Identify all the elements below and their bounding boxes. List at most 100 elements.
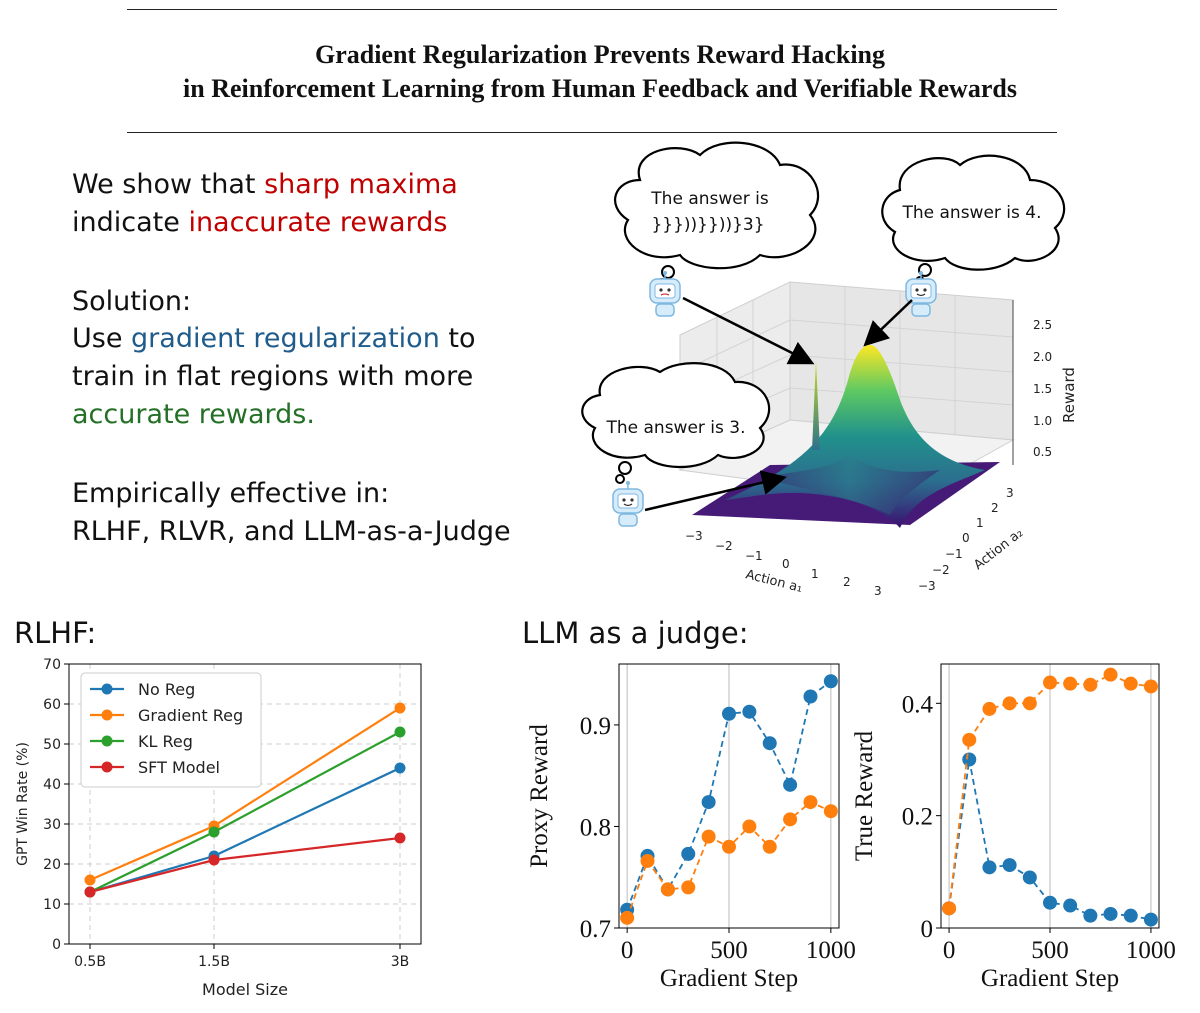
proxy-y-axis-label: Proxy Reward xyxy=(526,724,553,868)
proxy-y-tick-label: 0.9 xyxy=(580,713,611,740)
true-data-point xyxy=(962,732,977,747)
rlhf-y-axis-label: GPT Win Rate (%) xyxy=(15,742,31,866)
rlhf-y-tick-label: 0 xyxy=(52,937,61,953)
proxy-data-point xyxy=(803,689,818,704)
true-data-point xyxy=(982,860,997,875)
true-data-point xyxy=(1103,667,1118,682)
rlhf-data-point xyxy=(84,886,96,898)
claim-text: Use xyxy=(72,323,132,354)
true-data-point xyxy=(1123,676,1138,691)
proxy-data-point xyxy=(681,880,696,895)
rlhf-data-point xyxy=(394,702,406,714)
rlhf-y-tick-label: 60 xyxy=(43,697,61,713)
title-bottom-rule xyxy=(127,132,1057,133)
true-data-point xyxy=(1083,908,1098,923)
claim-sharp-maxima: sharp maxima xyxy=(264,169,458,200)
true-data-point xyxy=(1143,912,1158,927)
true-series-line-no-reg xyxy=(948,759,1152,921)
claim-accurate-rewards: accurate rewards. xyxy=(72,399,315,430)
rlhf-legend-label: SFT Model xyxy=(138,758,220,777)
proxy-data-point xyxy=(823,674,838,689)
empirical-label: Empirically effective in: xyxy=(72,478,390,509)
rlhf-data-point xyxy=(394,832,406,844)
proxy-y-tick-label: 0.7 xyxy=(580,916,611,943)
true-data-point xyxy=(1103,906,1118,921)
claim-line-2: indicate inaccurate rewards xyxy=(72,204,447,242)
proxy-data-point xyxy=(640,853,655,868)
title-line-1: Gradient Regularization Prevents Reward … xyxy=(314,40,886,69)
true-data-point xyxy=(962,752,977,767)
proxy-data-point xyxy=(783,812,798,827)
proxy-data-point xyxy=(701,829,716,844)
true-data-point xyxy=(1043,675,1057,690)
claim-text: indicate xyxy=(72,207,189,238)
true-data-point xyxy=(982,701,997,716)
proxy-data-point xyxy=(701,795,716,810)
proxy-data-point xyxy=(823,804,838,819)
proxy-data-point xyxy=(722,706,736,721)
solution-label: Solution: xyxy=(72,286,192,317)
rlhf-legend-marker xyxy=(101,735,113,747)
true-plot-frame xyxy=(940,663,1160,929)
true-data-point xyxy=(1002,696,1017,711)
rlhf-x-tick-label: 1.5B xyxy=(198,954,230,970)
rlhf-legend-marker xyxy=(101,709,113,721)
proxy-x-axis-label: Gradient Step xyxy=(660,965,798,992)
true-series-line-gradient-reg xyxy=(948,673,1152,909)
true-x-tick-label: 1000 xyxy=(1126,937,1176,964)
proxy-data-point xyxy=(681,846,696,861)
proxy-y-tick-label: 0.8 xyxy=(580,814,611,841)
empirical-list: RLHF, RLVR, and LLM-as-a-Judge xyxy=(72,516,511,547)
solution-line-1: Use gradient regularization to xyxy=(72,320,476,358)
proxy-data-point xyxy=(762,736,777,751)
rlhf-legend-label: No Reg xyxy=(138,680,195,699)
true-data-point xyxy=(1063,676,1078,691)
proxy-plot-frame xyxy=(618,663,840,929)
rlhf-data-point xyxy=(208,854,220,866)
true-data-point xyxy=(1123,908,1138,923)
rlhf-y-tick-label: 70 xyxy=(43,657,61,673)
title-line-2: in Reinforcement Learning from Human Fee… xyxy=(183,74,1017,103)
rlhf-legend-label: Gradient Reg xyxy=(138,706,243,725)
rlhf-y-tick-label: 50 xyxy=(43,737,61,753)
solution-line-2: train in flat regions with more xyxy=(72,361,474,392)
rlhf-data-point xyxy=(84,874,96,886)
proxy-data-point xyxy=(742,819,757,834)
section-rlhf: RLHF: xyxy=(14,616,97,650)
claim-inaccurate-rewards: inaccurate rewards xyxy=(188,207,448,238)
claim-gradient-regularization: gradient regularization xyxy=(131,323,440,354)
claim-line-1: We show that sharp maxima xyxy=(72,166,458,204)
section-llm-judge: LLM as a judge: xyxy=(522,616,749,650)
true-data-point xyxy=(1143,679,1158,694)
rlhf-x-tick-label: 0.5B xyxy=(74,954,106,970)
true-x-axis-label: Gradient Step xyxy=(981,965,1119,992)
rlhf-data-point xyxy=(394,762,406,774)
rlhf-y-tick-label: 20 xyxy=(43,857,61,873)
proxy-data-point xyxy=(722,839,736,854)
true-data-point xyxy=(1022,870,1037,885)
true-x-tick-label: 0 xyxy=(943,937,956,964)
true-y-tick-label: 0 xyxy=(921,916,934,943)
true-data-point xyxy=(942,901,957,916)
rlhf-series-line-sft-model xyxy=(89,836,401,894)
true-data-point xyxy=(1022,696,1037,711)
proxy-x-tick-label: 500 xyxy=(710,937,748,964)
rlhf-x-tick-label: 3B xyxy=(391,954,410,970)
rlhf-y-tick-label: 30 xyxy=(43,817,61,833)
proxy-x-tick-label: 1000 xyxy=(806,937,856,964)
proxy-data-point xyxy=(620,910,635,925)
rlhf-data-point xyxy=(394,726,406,738)
rlhf-legend-marker xyxy=(101,683,113,695)
true-data-point xyxy=(1063,898,1078,913)
true-y-axis-label: True Reward xyxy=(851,730,878,861)
rlhf-data-point xyxy=(208,826,220,838)
rlhf-y-tick-label: 10 xyxy=(43,897,61,913)
proxy-data-point xyxy=(660,882,675,897)
top-rule xyxy=(127,9,1057,10)
rlhf-legend-label: KL Reg xyxy=(138,732,193,751)
true-y-tick-label: 0.2 xyxy=(902,804,933,831)
proxy-data-point xyxy=(803,795,818,810)
rlhf-x-axis-label: Model Size xyxy=(202,980,288,999)
